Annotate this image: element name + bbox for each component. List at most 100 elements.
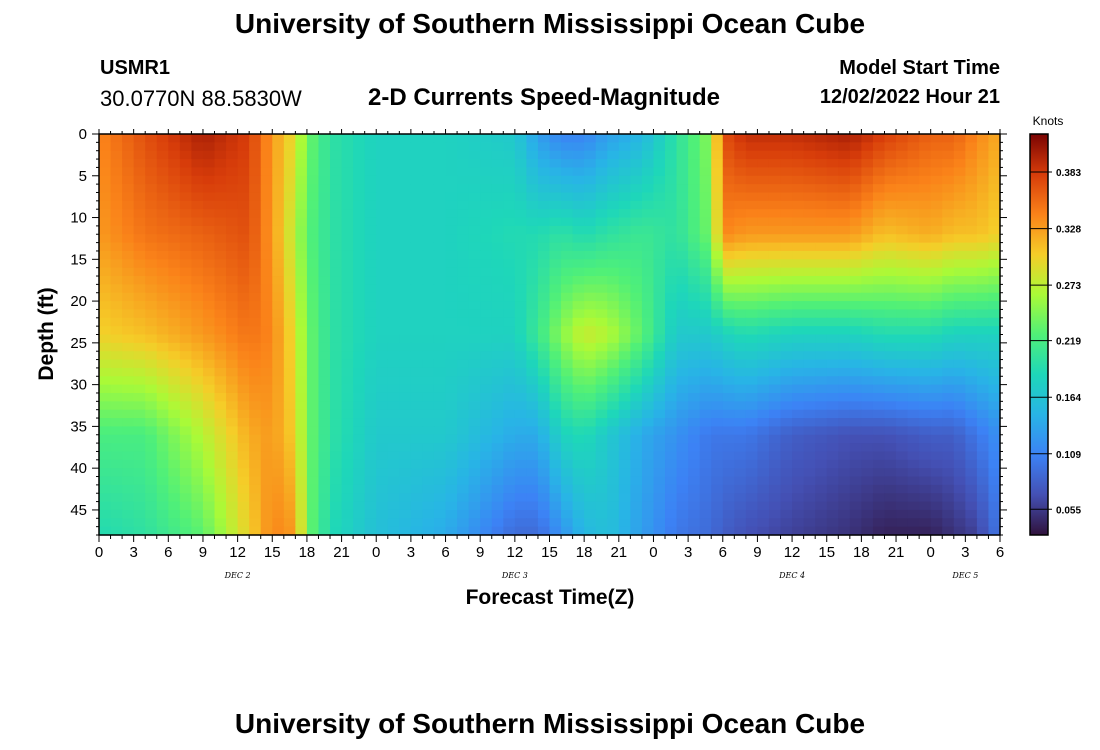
- heatmap-cell: [514, 167, 527, 177]
- heatmap-cell: [260, 334, 273, 344]
- heatmap-cell: [514, 317, 527, 327]
- heatmap-cell: [699, 493, 712, 503]
- heatmap-cell: [653, 468, 666, 478]
- heatmap-cell: [179, 493, 193, 503]
- heatmap-cell: [399, 476, 412, 486]
- heatmap-cell: [907, 150, 920, 160]
- heatmap-cell: [826, 175, 839, 185]
- heatmap-cell: [780, 367, 793, 377]
- heatmap-cell: [884, 167, 897, 177]
- heatmap-cell: [722, 242, 735, 252]
- heatmap-cell: [237, 459, 250, 469]
- heatmap-cell: [872, 434, 886, 444]
- heatmap-cell: [872, 526, 886, 536]
- heatmap-cell: [826, 267, 839, 277]
- heatmap-cell: [711, 351, 724, 361]
- heatmap-cell: [896, 150, 909, 160]
- heatmap-cell: [722, 509, 735, 519]
- heatmap-cell: [480, 459, 493, 469]
- heatmap-cell: [896, 384, 909, 394]
- heatmap-cell: [907, 292, 920, 302]
- heatmap-cell: [133, 392, 146, 402]
- heatmap-cell: [561, 209, 574, 219]
- heatmap-cell: [561, 376, 574, 386]
- heatmap-cell: [907, 309, 920, 319]
- heatmap-cell: [607, 309, 620, 319]
- heatmap-cell: [145, 209, 158, 219]
- heatmap-cell: [965, 200, 978, 210]
- heatmap-cell: [965, 468, 978, 478]
- heatmap-cell: [965, 342, 978, 352]
- heatmap-cell: [757, 367, 770, 377]
- heatmap-cell: [283, 134, 296, 143]
- heatmap-cell: [919, 434, 932, 444]
- heatmap-cell: [618, 142, 631, 152]
- heatmap-cell: [595, 468, 608, 478]
- heatmap-cell: [514, 351, 527, 361]
- heatmap-cell: [353, 334, 366, 344]
- heatmap-cell: [953, 418, 966, 427]
- heatmap-cell: [410, 392, 424, 402]
- heatmap-cell: [445, 476, 458, 486]
- heatmap-cell: [953, 384, 966, 394]
- heatmap-cell: [988, 484, 1001, 494]
- heatmap-cell: [376, 484, 389, 494]
- heatmap-cell: [179, 317, 193, 327]
- heatmap-cell: [468, 209, 481, 219]
- heatmap-cell: [503, 526, 516, 536]
- heatmap-cell: [237, 284, 250, 294]
- heatmap-cell: [976, 167, 990, 177]
- heatmap-cell: [526, 443, 539, 453]
- heatmap-cell: [122, 192, 135, 202]
- heatmap-cell: [930, 217, 943, 227]
- heatmap-cell: [745, 175, 759, 185]
- heatmap-cell: [260, 518, 273, 528]
- heatmap-cell: [607, 334, 620, 344]
- heatmap-cell: [838, 418, 851, 427]
- heatmap-cell: [572, 292, 585, 302]
- heatmap-cell: [618, 459, 631, 469]
- heatmap-cell: [584, 443, 597, 453]
- heatmap-cell: [549, 267, 562, 277]
- heatmap-cell: [965, 443, 978, 453]
- heatmap-cell: [514, 184, 527, 194]
- heatmap-cell: [318, 242, 331, 252]
- heatmap-cell: [306, 259, 320, 269]
- heatmap-cell: [896, 367, 909, 377]
- heatmap-cell: [653, 309, 666, 319]
- heatmap-cell: [561, 301, 574, 311]
- heatmap-cell: [838, 518, 851, 528]
- heatmap-cell: [272, 134, 285, 143]
- heatmap-cell: [133, 443, 146, 453]
- heatmap-cell: [815, 284, 828, 294]
- colorbar-tick-label: 0.273: [1056, 281, 1081, 292]
- heatmap-cell: [260, 134, 273, 143]
- heatmap-cell: [561, 192, 574, 202]
- heatmap-cell: [364, 301, 377, 311]
- heatmap-cell: [399, 409, 412, 419]
- heatmap-cell: [965, 359, 978, 369]
- heatmap-cell: [757, 317, 770, 327]
- heatmap-cell: [618, 242, 631, 252]
- heatmap-cell: [618, 451, 631, 461]
- heatmap-cell: [711, 443, 724, 453]
- heatmap-cell: [896, 476, 909, 486]
- heatmap-cell: [607, 250, 620, 260]
- heatmap-cell: [561, 434, 574, 444]
- heatmap-cell: [757, 159, 770, 169]
- heatmap-cell: [942, 434, 955, 444]
- heatmap-cell: [179, 334, 193, 344]
- heatmap-cell: [549, 509, 562, 519]
- heatmap-cell: [249, 334, 262, 344]
- heatmap-cell: [965, 434, 978, 444]
- heatmap-cell: [584, 301, 597, 311]
- heatmap-cell: [872, 200, 886, 210]
- heatmap-cell: [387, 284, 400, 294]
- heatmap-cell: [607, 351, 620, 361]
- heatmap-cell: [168, 242, 181, 252]
- heatmap-cell: [399, 276, 412, 285]
- heatmap-cell: [768, 418, 782, 427]
- heatmap-cell: [202, 484, 216, 494]
- heatmap-cell: [168, 175, 181, 185]
- heatmap-cell: [711, 526, 724, 536]
